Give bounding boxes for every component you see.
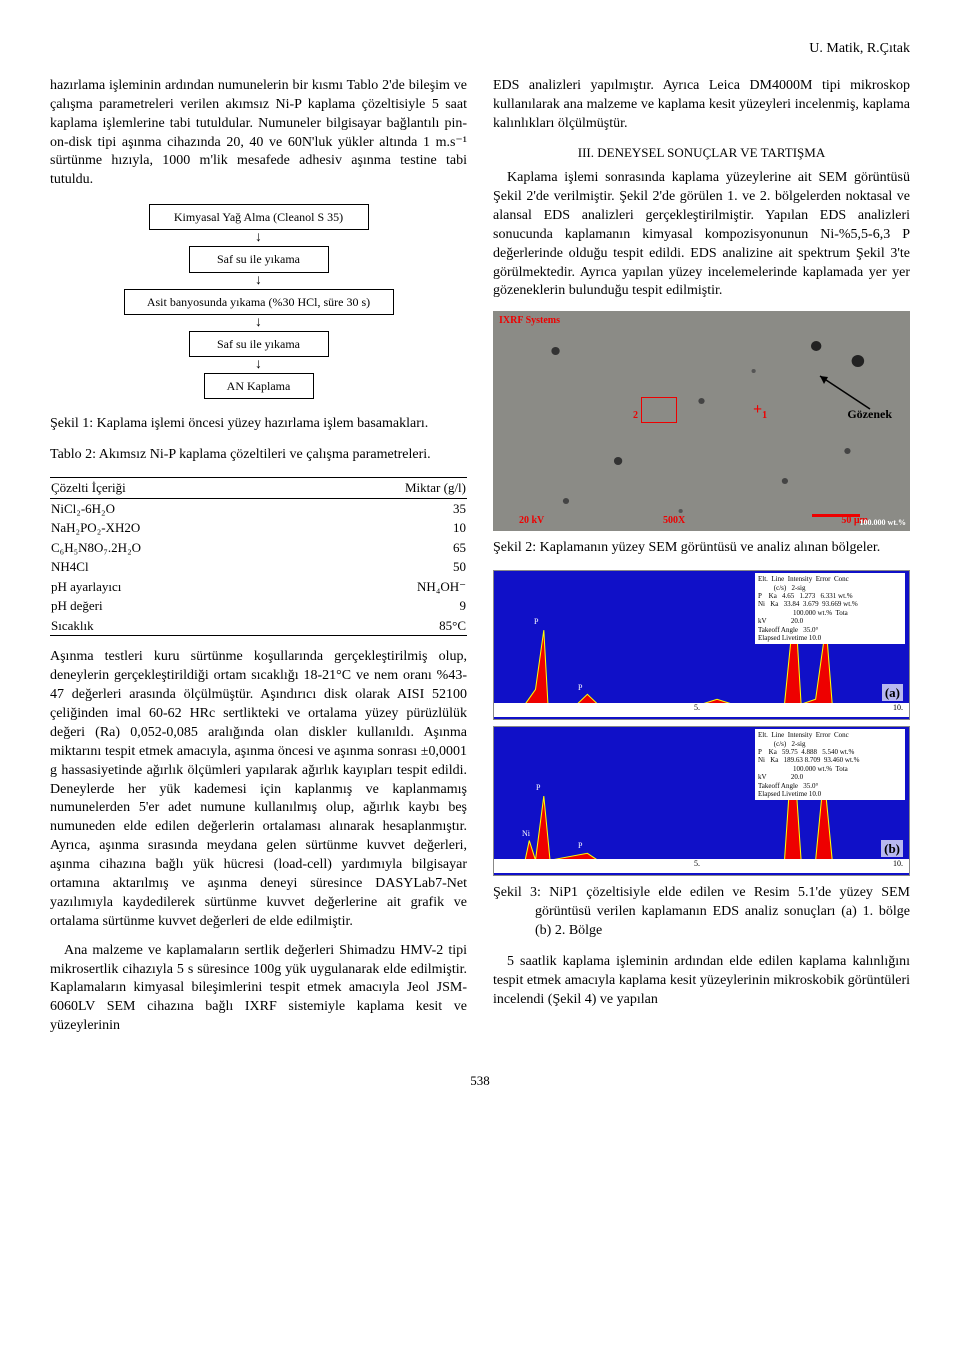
left-para-1: hazırlama işleminin ardından numunelerin… xyxy=(50,77,467,190)
flow-arrow-icon: ↓ xyxy=(119,275,399,287)
peak-label: P xyxy=(534,617,538,628)
table-cell: 35 xyxy=(297,498,467,518)
flow-step-3: Asit banyosunda yıkama (%30 HCl, süre 30… xyxy=(124,289,394,315)
table-cell: Sıcaklık xyxy=(50,616,297,636)
right-para-2: Kaplama işlemi sonrasında kaplama yüzeyl… xyxy=(493,169,910,301)
flow-arrow-icon: ↓ xyxy=(119,317,399,329)
figure-2-caption: Şekil 2: Kaplamanın yüzey SEM görüntüsü … xyxy=(493,539,910,558)
flow-step-2: Saf su ile yıkama xyxy=(189,246,329,272)
table-cell: 85°C xyxy=(297,616,467,636)
left-para-2: Aşınma testleri kuru sürtünme koşulların… xyxy=(50,648,467,931)
table-cell: 9 xyxy=(297,596,467,616)
sem-image: IXRF Systems +1 2 Gözenek 20 kV 500X 50 … xyxy=(493,311,910,531)
flow-step-1: Kimyasal Yağ Alma (Cleanol S 35) xyxy=(149,204,369,230)
page-number: 538 xyxy=(50,1072,910,1090)
sem-label-topleft: IXRF Systems xyxy=(499,314,560,328)
right-para-1: EDS analizleri yapılmıştır. Ayrıca Leica… xyxy=(493,77,910,134)
table-header-1: Çözelti İçeriği xyxy=(50,477,297,498)
arrow-icon xyxy=(810,371,890,411)
header-authors: U. Matik, R.Çıtak xyxy=(50,40,910,59)
section-heading: III. DENEYSEL SONUÇLAR VE TARTIŞMA xyxy=(493,144,910,162)
spectrum-a-info: Elt. Line Intensity Error Conc (c/s) 2-s… xyxy=(755,573,905,644)
left-para-3: Ana malzeme ve kaplamaların sertlik değe… xyxy=(50,942,467,1036)
spectrum-b: Ni P P Ni Ni Elt. Line Intensity Error C… xyxy=(493,726,910,876)
figure-3-caption: Şekil 3: NiP1 çözeltisiyle elde edilen v… xyxy=(493,884,910,941)
table-cell: NH₄OH⁻ xyxy=(297,577,467,597)
table-header-2: Miktar (g/l) xyxy=(297,477,467,498)
figure-1-caption: Şekil 1: Kaplama işlemi öncesi yüzey haz… xyxy=(50,415,467,434)
flow-arrow-icon: ↓ xyxy=(119,359,399,371)
spectrum-axis: 5. 10. xyxy=(494,859,909,873)
flow-step-5: AN Kaplama xyxy=(204,373,314,399)
spectrum-axis: 5. 10. xyxy=(494,703,909,717)
right-para-3: 5 saatlik kaplama işleminin ardından eld… xyxy=(493,953,910,1010)
table-2-caption: Tablo 2: Akımsız Ni-P kaplama çözeltiler… xyxy=(50,446,467,465)
table-cell: pH değeri xyxy=(50,596,297,616)
sem-region-box xyxy=(641,397,677,423)
sem-kv-label: 20 kV xyxy=(519,514,544,528)
table-cell: NiCl₂-6H₂O xyxy=(50,498,297,518)
table-cell: pH ayarlayıcı xyxy=(50,577,297,597)
table-cell: 50 xyxy=(297,557,467,577)
table-cell: 65 xyxy=(297,538,467,558)
sem-br-label: 100.000 wt.% xyxy=(860,518,906,529)
table-cell: C₆H₅N8O₇.2H₂O xyxy=(50,538,297,558)
two-column-layout: hazırlama işleminin ardından numunelerin… xyxy=(50,77,910,1046)
sem-marker-1: +1 xyxy=(753,399,767,423)
table-cell: NaH₂PO₂-XH2O xyxy=(50,518,297,538)
table-cell: 10 xyxy=(297,518,467,538)
peak-label: Ni xyxy=(522,829,530,840)
spectrum-b-tag: (b) xyxy=(881,840,903,858)
flowchart: Kimyasal Yağ Alma (Cleanol S 35) ↓ Saf s… xyxy=(119,204,399,399)
peak-label: P xyxy=(536,783,540,794)
spectrum-a-tag: (a) xyxy=(882,684,903,702)
table-cell: NH4Cl xyxy=(50,557,297,577)
flow-step-4: Saf su ile yıkama xyxy=(189,331,329,357)
sem-marker-2: 2 xyxy=(633,403,638,425)
flow-arrow-icon: ↓ xyxy=(119,232,399,244)
left-column: hazırlama işleminin ardından numunelerin… xyxy=(50,77,467,1046)
right-column: EDS analizleri yapılmıştır. Ayrıca Leica… xyxy=(493,77,910,1046)
composition-table: Çözelti İçeriğiMiktar (g/l) NiCl₂-6H₂O35… xyxy=(50,477,467,636)
peak-label: P xyxy=(578,683,582,694)
spectrum-b-info: Elt. Line Intensity Error Conc (c/s) 2-s… xyxy=(755,729,905,800)
spectrum-a: P P Ni Ni Elt. Line Intensity Error Conc… xyxy=(493,570,910,720)
peak-label: P xyxy=(578,841,582,852)
sem-mag-label: 500X xyxy=(663,514,685,528)
